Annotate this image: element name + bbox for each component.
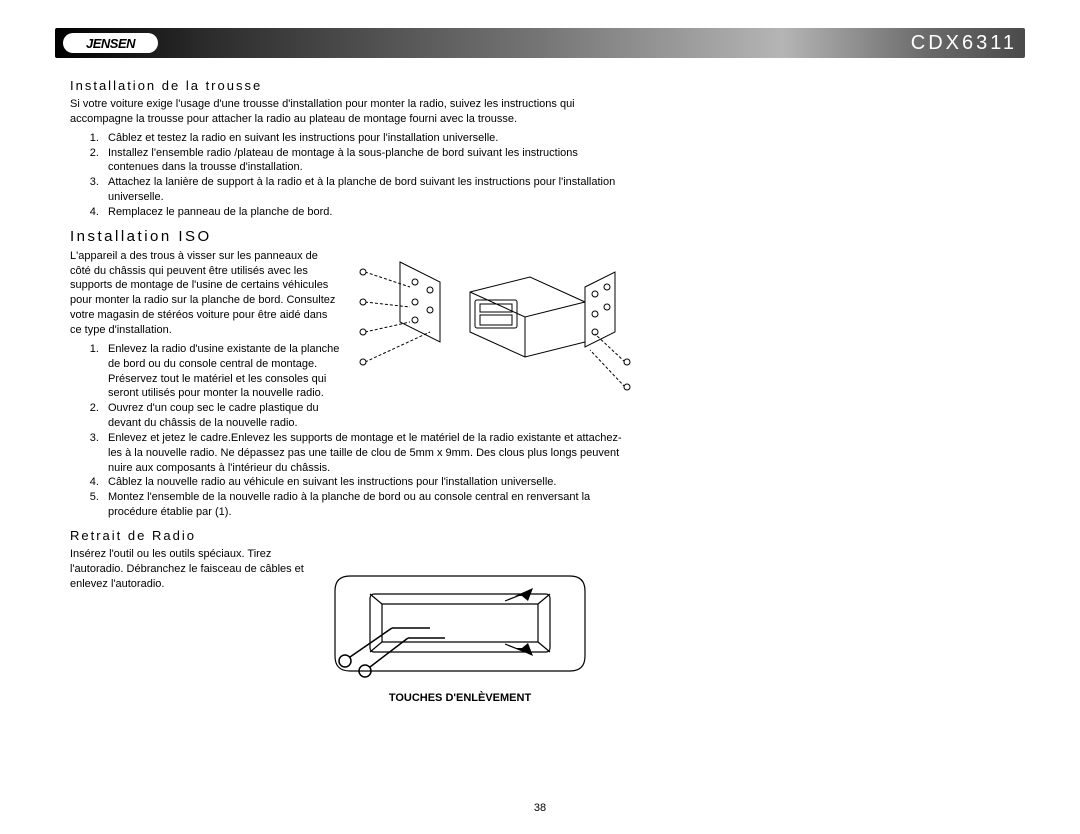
diagram2-caption-wrap: TOUCHES D'ENLÈVEMENT — [330, 692, 590, 704]
section3-heading: Retrait de Radio — [70, 528, 630, 543]
section1-list: Câblez et testez la radio en suivant les… — [70, 131, 630, 220]
brand-name: JENSEN — [86, 36, 135, 51]
list-item: Montez l'ensemble de la nouvelle radio à… — [102, 490, 630, 520]
list-item: Câblez et testez la radio en suivant les… — [102, 131, 630, 146]
section1-heading: Installation de la trousse — [70, 78, 630, 93]
list-item: Ouvrez d'un coup sec le cadre plastique … — [102, 401, 342, 431]
section2-intro: L'appareil a des trous à visser sur les … — [70, 249, 340, 338]
section3-intro: Insérez l'outil ou les outils spéciaux. … — [70, 547, 320, 592]
list-item: Installez l'ensemble radio /plateau de m… — [102, 146, 630, 176]
list-item: Enlevez et jetez le cadre.Enlevez les su… — [102, 431, 630, 476]
list-item: Remplacez le panneau de la planche de bo… — [102, 205, 630, 220]
list-item: Câblez la nouvelle radio au véhicule en … — [102, 475, 630, 490]
section1-intro: Si votre voiture exige l'usage d'une tro… — [70, 97, 630, 127]
brand-logo: JENSEN — [63, 33, 158, 53]
model-number: CDX6311 — [911, 32, 1017, 55]
header-bar: JENSEN CDX6311 — [55, 28, 1025, 58]
list-item: Attachez la lanière de support à la radi… — [102, 175, 630, 205]
page-number: 38 — [0, 802, 1080, 814]
removal-keys-diagram — [330, 566, 590, 686]
diagram2-caption: TOUCHES D'ENLÈVEMENT — [330, 692, 590, 704]
iso-installation-diagram — [355, 232, 635, 407]
list-item: Enlevez la radio d'usine existante de la… — [102, 342, 342, 401]
